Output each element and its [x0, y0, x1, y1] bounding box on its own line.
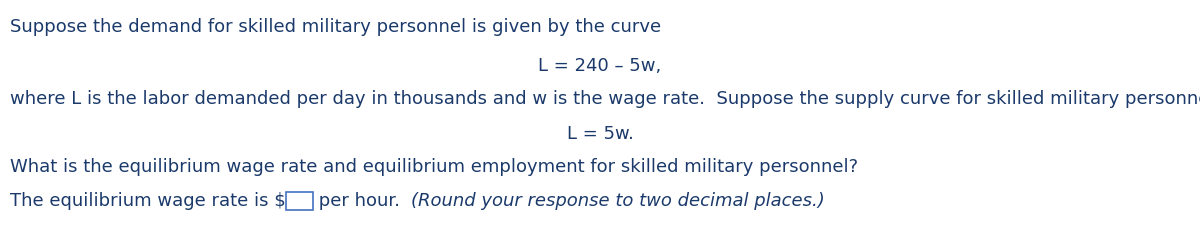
Text: L = 5w.: L = 5w.: [566, 125, 634, 143]
Text: L = 240 – 5w,: L = 240 – 5w,: [539, 57, 661, 75]
Text: (Round your response to two decimal places.): (Round your response to two decimal plac…: [412, 192, 826, 210]
Text: per hour.: per hour.: [313, 192, 412, 210]
Text: Suppose the demand for skilled military personnel is given by the curve: Suppose the demand for skilled military …: [10, 18, 661, 36]
Text: What is the equilibrium wage rate and equilibrium employment for skilled militar: What is the equilibrium wage rate and eq…: [10, 158, 858, 176]
Text: where L is the labor demanded per day in thousands and w is the wage rate.  Supp: where L is the labor demanded per day in…: [10, 90, 1200, 108]
Bar: [286, 192, 313, 210]
Text: The equilibrium wage rate is $: The equilibrium wage rate is $: [10, 192, 286, 210]
